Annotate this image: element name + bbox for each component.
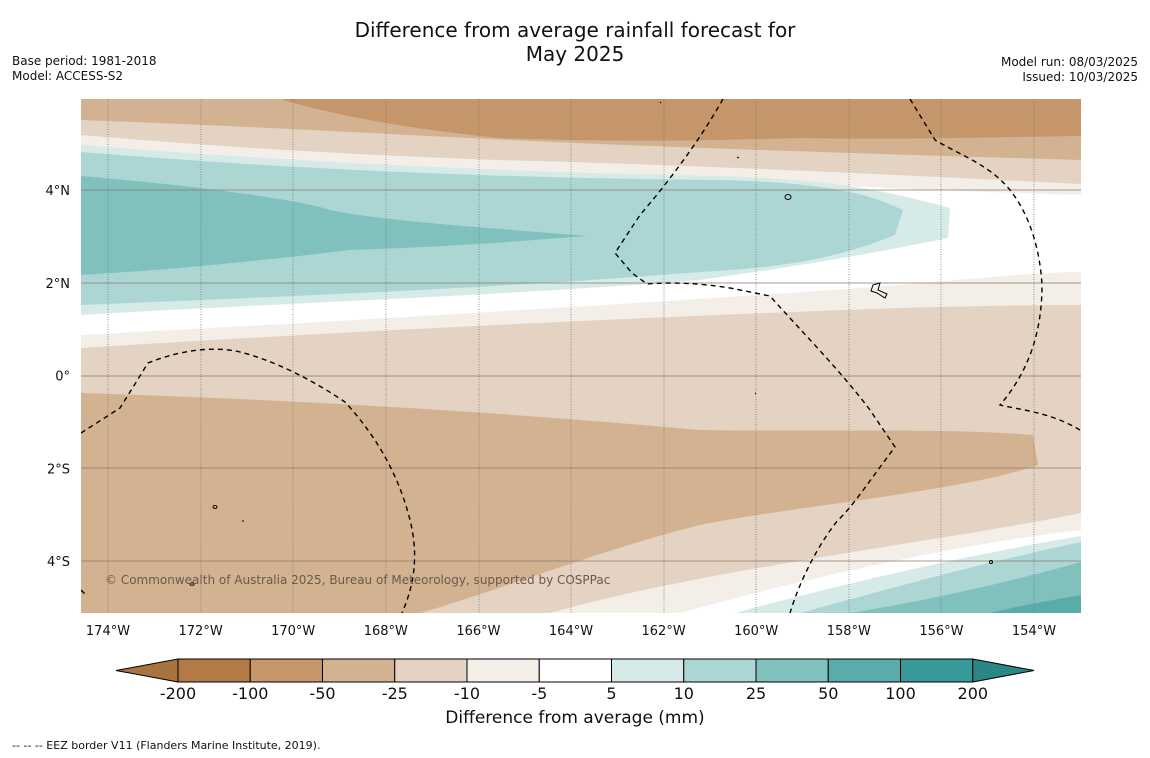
lon-label: 172°W [179, 624, 223, 639]
parallel-lines [81, 189, 1081, 562]
colorbar-segment [466, 658, 540, 683]
longitude-labels: 174°W 172°W 170°W 168°W 166°W 164°W 162°W 160°W… [86, 624, 1056, 639]
lon-label: 154°W [1012, 624, 1056, 639]
lon-label: 166°W [456, 624, 500, 639]
colorbar-segment [755, 658, 829, 683]
colorbar-segment [900, 658, 974, 683]
colorbar-tick: -100 [232, 684, 268, 703]
issued-date-text: Issued: 10/03/2025 [1022, 70, 1138, 84]
lon-label: 174°W [86, 624, 130, 639]
eez-footnote: -- -- -- EEZ border V11 (Flanders Marine… [12, 739, 321, 752]
colorbar-segment [322, 658, 396, 683]
colorbar-segment [827, 658, 901, 683]
colorbar-segment [538, 658, 612, 683]
model-name-text: Model: ACCESS-S2 [12, 69, 124, 83]
colorbar-tick: 200 [958, 684, 989, 703]
lon-label: 164°W [549, 624, 593, 639]
lat-label: 4°N [46, 184, 71, 199]
colorbar-tick: 25 [746, 684, 766, 703]
colorbar-tick: 5 [606, 684, 616, 703]
colorbar-tick: -25 [382, 684, 408, 703]
base-period-text: Base period: 1981-2018 [12, 54, 157, 68]
lon-label: 158°W [827, 624, 871, 639]
colorbar-segment [177, 658, 251, 683]
colorbar-tick: -200 [160, 684, 196, 703]
lat-label: 2°S [47, 462, 70, 477]
colorbar-segment [683, 658, 757, 683]
graticule [81, 99, 1081, 613]
latitude-labels: 4°N 2°N 0° 2°S 4°S [46, 184, 71, 570]
colorbar-tick: 50 [818, 684, 838, 703]
colorbar-low-arrow [115, 658, 179, 683]
lon-label: 168°W [364, 624, 408, 639]
colorbar-title: Difference from average (mm) [445, 708, 705, 728]
copyright-notice: © Commonwealth of Australia 2025, Bureau… [105, 573, 610, 587]
map-title-line2: May 2025 [525, 42, 625, 66]
colorbar-segment [611, 658, 685, 683]
map-title-line1: Difference from average rainfall forecas… [354, 18, 796, 42]
lon-label: 170°W [271, 624, 315, 639]
colorbar-tick: -10 [454, 684, 480, 703]
colorbar-tick: 100 [885, 684, 916, 703]
run-issue-info: Model run: 08/03/2025 Issued: 10/03/2025 [1001, 55, 1138, 85]
base-model-info: Base period: 1981-2018 Model: ACCESS-S2 [12, 54, 157, 84]
colorbar-high-arrow [972, 658, 1035, 683]
lat-label: 4°S [47, 555, 70, 570]
colorbar [115, 658, 1035, 683]
colorbar-tick: -5 [531, 684, 547, 703]
map-title: Difference from average rainfall forecas… [0, 18, 1150, 66]
model-run-text: Model run: 08/03/2025 [1000, 55, 1138, 69]
colorbar-tick: 10 [674, 684, 694, 703]
meridian-lines [107, 99, 1035, 613]
anomaly-fill [81, 99, 1081, 613]
colorbar-tick: -50 [309, 684, 335, 703]
colorbar-segment [249, 658, 323, 683]
colorbar-segment [394, 658, 468, 683]
islands [189, 101, 993, 586]
lon-label: 156°W [919, 624, 963, 639]
lon-label: 160°W [734, 624, 778, 639]
eez-borders [81, 99, 1081, 613]
lon-label: 162°W [642, 624, 686, 639]
colorbar-tick-labels: -200 -100 -50 -25 -10 -5 5 10 25 50 100 200 [160, 684, 988, 703]
lat-label: 0° [55, 370, 70, 385]
lat-label: 2°N [46, 277, 71, 292]
